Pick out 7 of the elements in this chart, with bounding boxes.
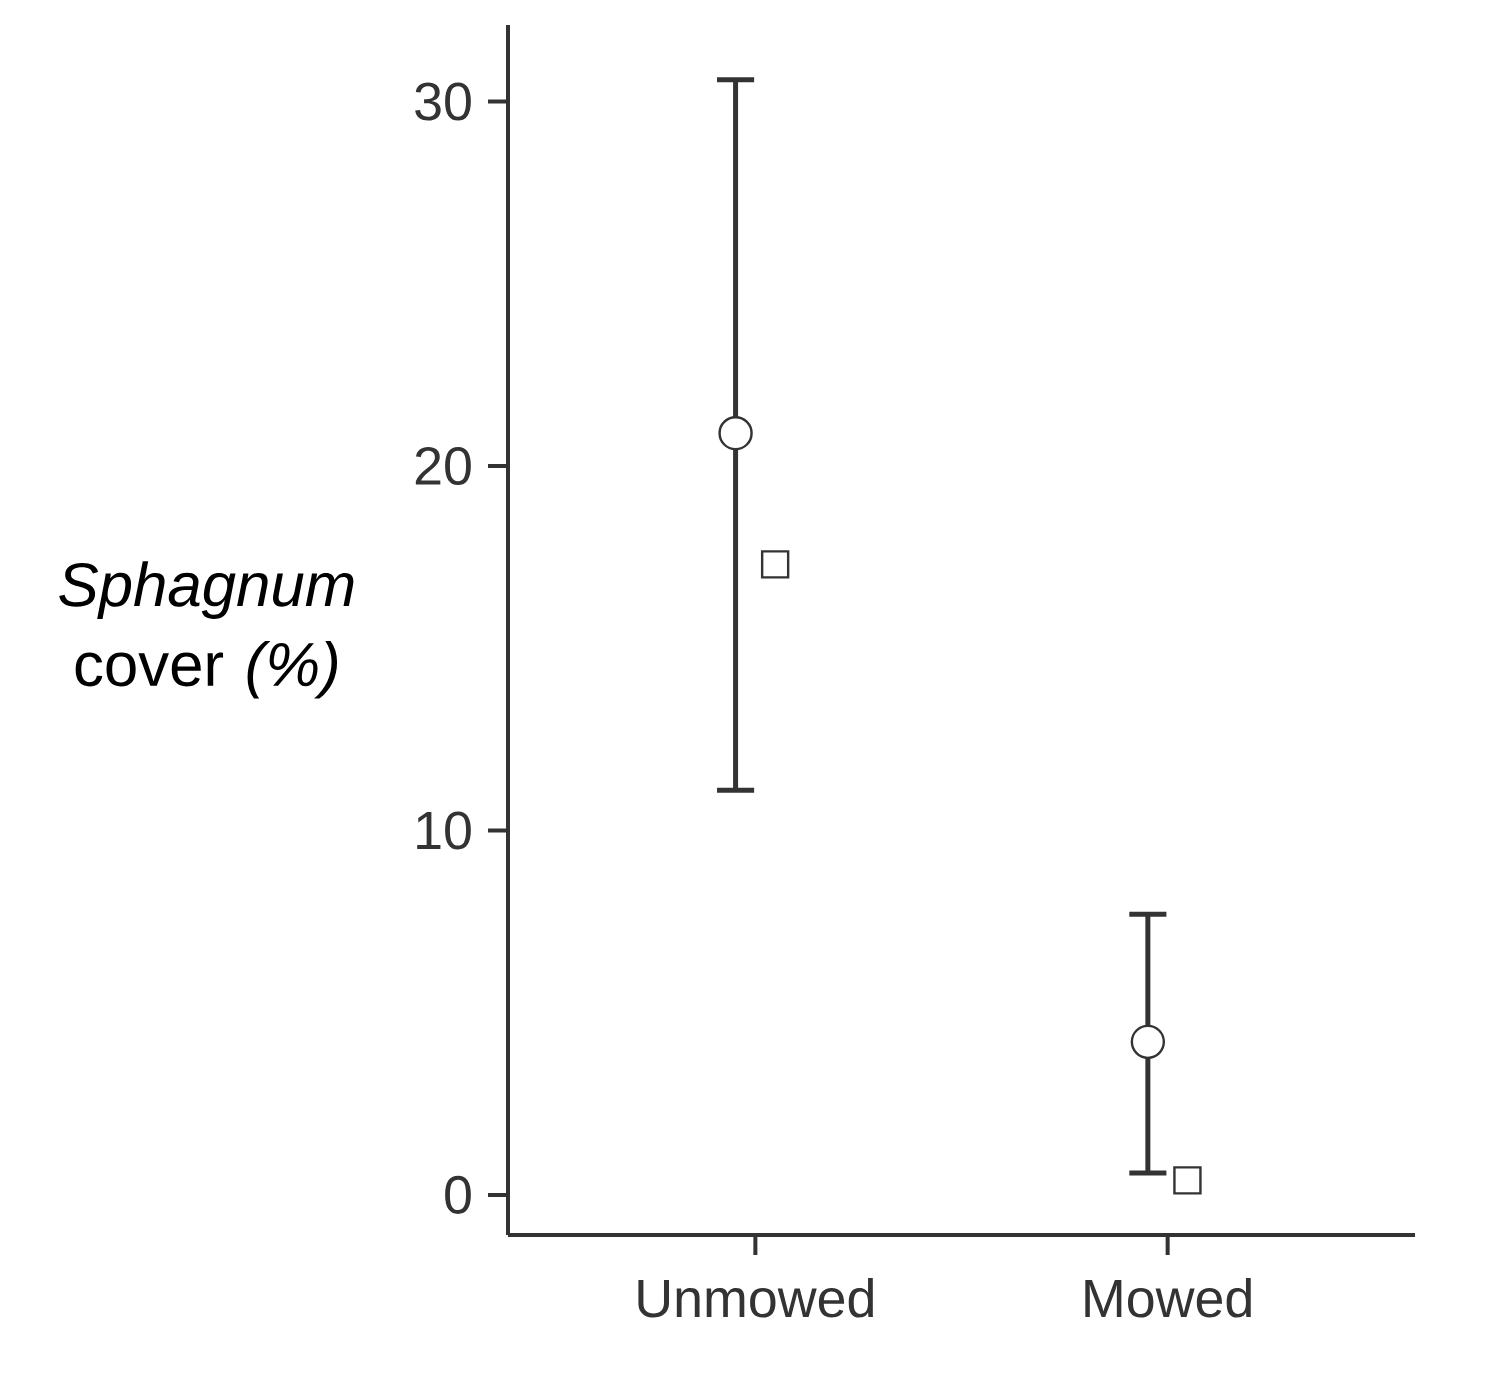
y-axis-title: Sphagnum cover (%) bbox=[59, 561, 354, 699]
y-tick-label: 20 bbox=[415, 446, 471, 486]
x-tick-label: Mowed bbox=[1085, 1278, 1251, 1318]
y-tick-label: 10 bbox=[417, 811, 471, 850]
y-tick-label: 0 bbox=[445, 1175, 471, 1214]
x-tick-label: Unmowed bbox=[638, 1278, 873, 1318]
y-tick-label: 30 bbox=[415, 82, 471, 121]
